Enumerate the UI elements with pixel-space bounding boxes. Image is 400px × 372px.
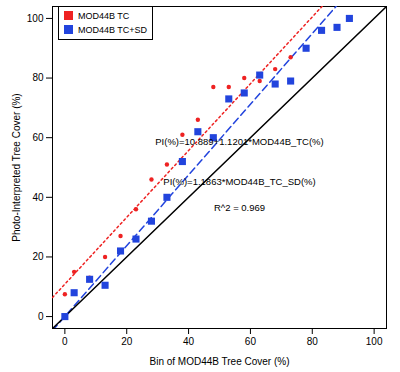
svg-text:20: 20 xyxy=(121,336,133,347)
svg-text:60: 60 xyxy=(245,336,257,347)
svg-text:Photo-Interpreted Tree Cover (: Photo-Interpreted Tree Cover (%) xyxy=(11,93,22,241)
svg-text:0: 0 xyxy=(62,336,68,347)
svg-text:PI(%)=1.1863*MOD44B_TC_SD(%): PI(%)=1.1863*MOD44B_TC_SD(%) xyxy=(163,176,315,187)
svg-text:0: 0 xyxy=(38,311,44,322)
svg-text:60: 60 xyxy=(32,132,44,143)
svg-text:100: 100 xyxy=(27,13,44,24)
svg-text:PI(%)=10.889+1.1201*MOD44B_TC(: PI(%)=10.889+1.1201*MOD44B_TC(%) xyxy=(155,136,323,147)
svg-text:80: 80 xyxy=(32,72,44,83)
svg-text:100: 100 xyxy=(366,336,383,347)
svg-text:80: 80 xyxy=(307,336,319,347)
html-text:MOD44B TC: MOD44B TC xyxy=(78,11,130,21)
svg-text:40: 40 xyxy=(183,336,195,347)
svg-text:20: 20 xyxy=(32,251,44,262)
svg-text:40: 40 xyxy=(32,192,44,203)
html-text:MOD44B TC+SD: MOD44B TC+SD xyxy=(78,25,148,35)
svg-text:Bin of MOD44B Tree Cover (%): Bin of MOD44B Tree Cover (%) xyxy=(149,356,289,367)
svg-text:R^2 = 0.969: R^2 = 0.969 xyxy=(214,202,265,213)
